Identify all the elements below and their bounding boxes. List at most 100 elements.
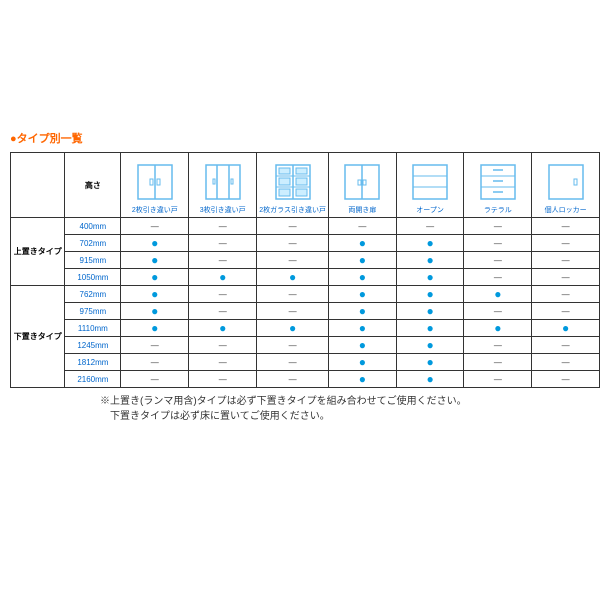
cell: — (532, 269, 600, 286)
cell: ● (328, 269, 396, 286)
cell: — (464, 252, 532, 269)
cell: ● (396, 303, 464, 320)
blank-header (11, 153, 65, 218)
cell: — (532, 337, 600, 354)
cell: — (189, 337, 257, 354)
column-header-2: 2枚ガラス引き違い戸 (257, 153, 329, 218)
cell: ● (328, 235, 396, 252)
cell: — (328, 218, 396, 235)
cell: — (532, 286, 600, 303)
cell: ● (396, 286, 464, 303)
cell: ● (121, 269, 189, 286)
cell: ● (396, 320, 464, 337)
table-row: 1110mm●●●●●●● (11, 320, 600, 337)
cell: — (464, 371, 532, 388)
cell: ● (328, 286, 396, 303)
column-label: ラテラル (484, 205, 512, 215)
cell: ● (189, 320, 257, 337)
table-row: 702mm●——●●—— (11, 235, 600, 252)
table-row: 下置きタイプ762mm●——●●●— (11, 286, 600, 303)
cell: — (257, 371, 329, 388)
group-header: 上置きタイプ (11, 218, 65, 286)
cell: — (257, 218, 329, 235)
cell: ● (464, 320, 532, 337)
column-header-0: 2枚引き違い戸 (121, 153, 189, 218)
cell: — (189, 286, 257, 303)
table-row: 915mm●——●●—— (11, 252, 600, 269)
height-value: 400mm (65, 218, 121, 235)
cell: — (532, 354, 600, 371)
cell: — (532, 303, 600, 320)
cell: ● (464, 286, 532, 303)
cell: ● (121, 286, 189, 303)
cell: ● (328, 354, 396, 371)
cell: ● (257, 320, 329, 337)
column-label: 2枚ガラス引き違い戸 (259, 205, 326, 215)
cell: — (464, 337, 532, 354)
cell: ● (121, 235, 189, 252)
column-header-3: 両開き扉 (328, 153, 396, 218)
cell: — (396, 218, 464, 235)
notes: ※上置き(ランマ用含)タイプは必ず下置きタイプを組み合わせてご使用ください。 下… (100, 394, 600, 424)
column-label: オープン (416, 205, 444, 215)
cell: ● (328, 371, 396, 388)
cell: ● (328, 303, 396, 320)
cell: — (532, 371, 600, 388)
cell: — (257, 235, 329, 252)
cell: — (532, 218, 600, 235)
column-label: 両開き扉 (348, 205, 376, 215)
height-header: 高さ (65, 153, 121, 218)
cell: — (121, 371, 189, 388)
cell: — (464, 354, 532, 371)
height-value: 1110mm (65, 320, 121, 337)
table-row: 1812mm———●●—— (11, 354, 600, 371)
column-label: 3枚引き違い戸 (200, 205, 246, 215)
cell: ● (396, 252, 464, 269)
cell: ● (189, 269, 257, 286)
cell: — (257, 286, 329, 303)
cell: ● (121, 303, 189, 320)
cell: ● (396, 235, 464, 252)
cell: — (189, 371, 257, 388)
cell: — (189, 354, 257, 371)
cell: — (464, 269, 532, 286)
note-line: 下置きタイプは必ず床に置いてご使用ください。 (100, 409, 600, 424)
table-row: 1050mm●●●●●—— (11, 269, 600, 286)
height-value: 1050mm (65, 269, 121, 286)
cell: ● (328, 252, 396, 269)
cell: — (464, 235, 532, 252)
table-row: 975mm●——●●—— (11, 303, 600, 320)
note-line: ※上置き(ランマ用含)タイプは必ず下置きタイプを組み合わせてご使用ください。 (100, 394, 600, 409)
cell: ● (257, 269, 329, 286)
column-header-6: 個人ロッカー (532, 153, 600, 218)
cell: — (532, 252, 600, 269)
height-value: 702mm (65, 235, 121, 252)
cell: ● (121, 320, 189, 337)
column-header-1: 3枚引き違い戸 (189, 153, 257, 218)
table-row: 1245mm———●●—— (11, 337, 600, 354)
cell: ● (396, 354, 464, 371)
height-value: 1245mm (65, 337, 121, 354)
column-label: 2枚引き違い戸 (132, 205, 178, 215)
column-label: 個人ロッカー (545, 205, 587, 215)
cell: — (257, 337, 329, 354)
cell: ● (396, 371, 464, 388)
height-value: 762mm (65, 286, 121, 303)
height-value: 1812mm (65, 354, 121, 371)
cell: — (121, 354, 189, 371)
cell: ● (328, 337, 396, 354)
group-header: 下置きタイプ (11, 286, 65, 388)
cell: — (189, 252, 257, 269)
table-row: 2160mm———●●—— (11, 371, 600, 388)
cell: — (257, 354, 329, 371)
height-value: 2160mm (65, 371, 121, 388)
cell: — (189, 303, 257, 320)
section-title: ●タイプ別一覧 (10, 130, 600, 146)
cell: ● (121, 252, 189, 269)
cell: ● (532, 320, 600, 337)
cell: — (464, 303, 532, 320)
cell: ● (396, 269, 464, 286)
cell: ● (328, 320, 396, 337)
table-row: 上置きタイプ400mm——————— (11, 218, 600, 235)
cell: ● (396, 337, 464, 354)
